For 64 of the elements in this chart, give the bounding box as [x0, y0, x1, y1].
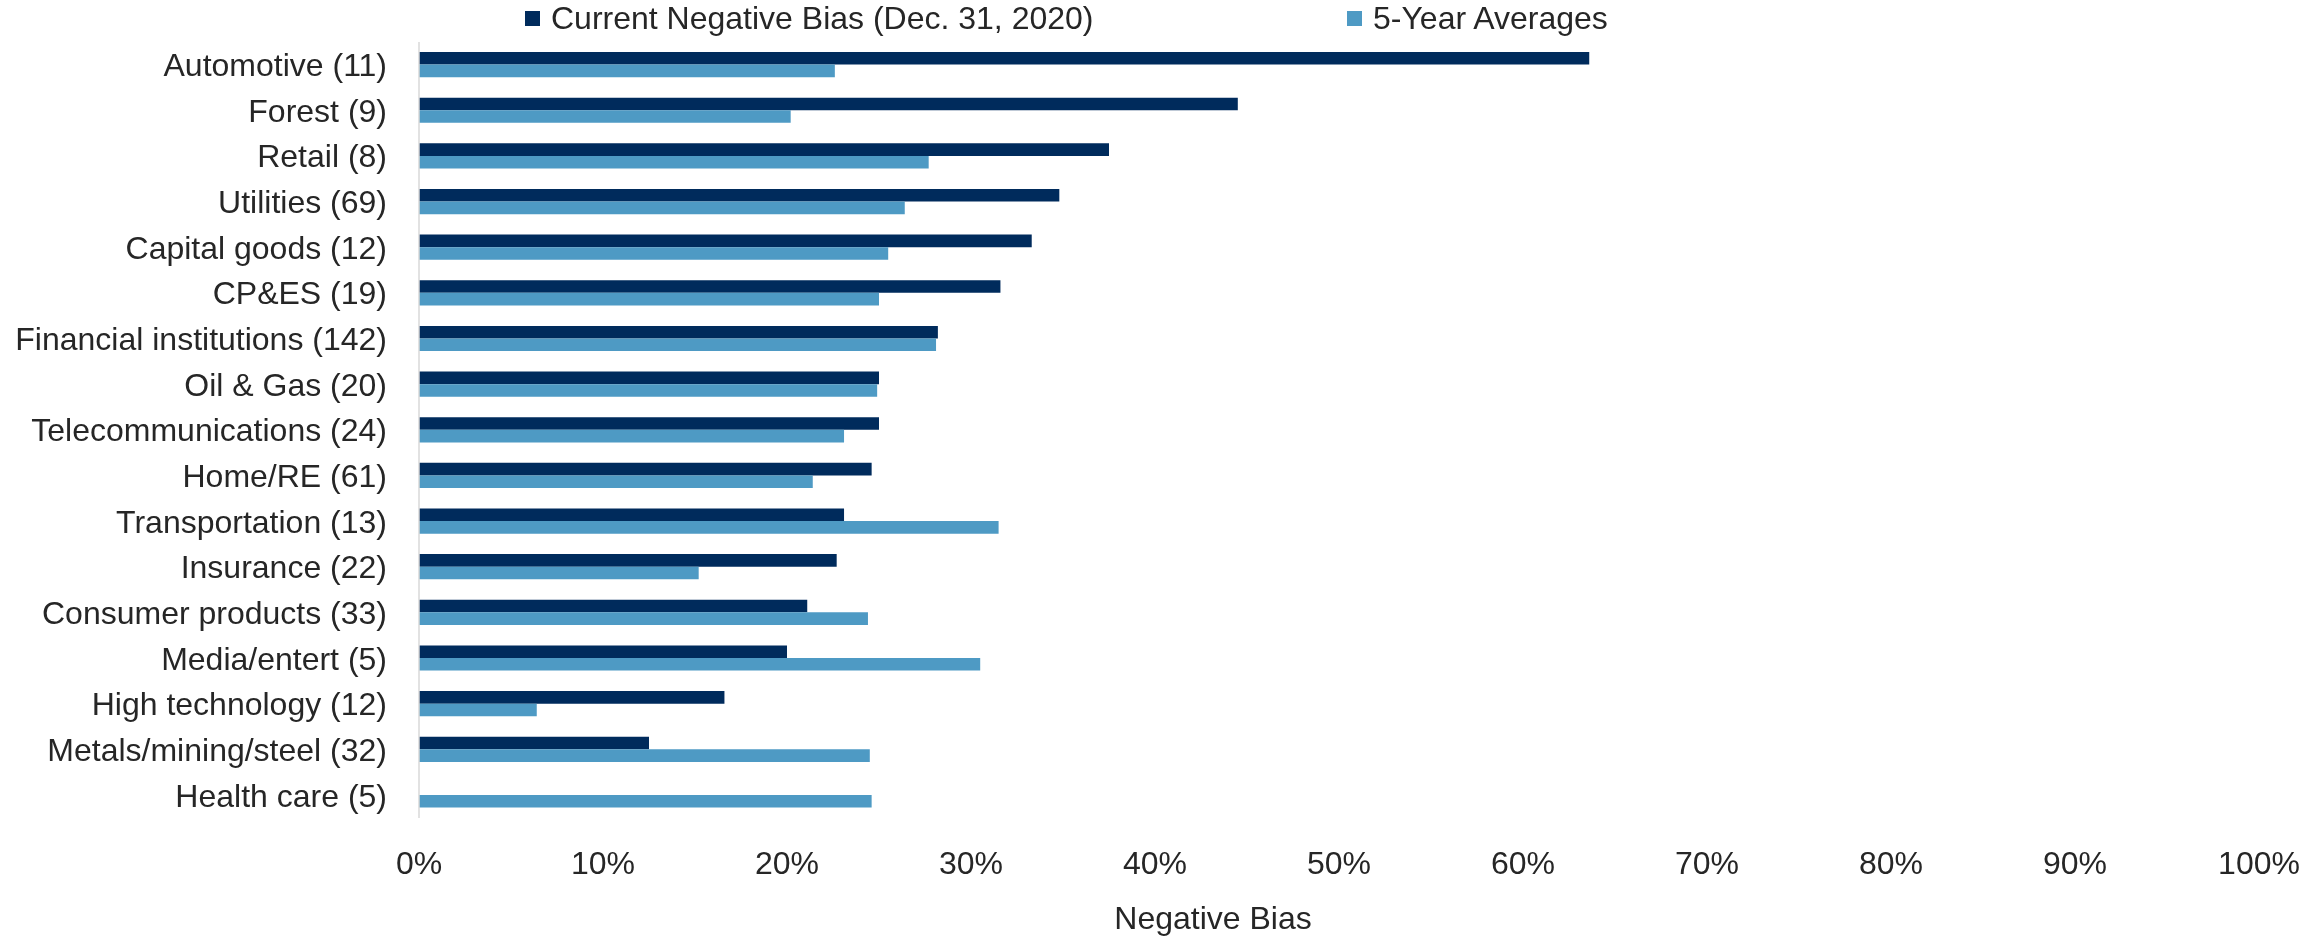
bar	[419, 429, 845, 443]
bar	[419, 97, 1238, 111]
bar	[419, 155, 929, 169]
x-tick-label: 50%	[1306, 844, 1372, 881]
y-tick-label: Consumer products (33)	[41, 594, 387, 631]
bar	[419, 612, 868, 625]
bar	[419, 143, 1109, 156]
y-tick-label: Home/RE (61)	[182, 458, 387, 495]
bar	[419, 247, 889, 260]
bar	[419, 691, 725, 704]
bar	[419, 384, 878, 397]
y-tick-label: Oil & Gas (20)	[184, 366, 387, 403]
bar	[419, 736, 649, 750]
x-tick-label: 40%	[1122, 844, 1188, 881]
bar	[419, 475, 813, 489]
legend-label: 5-Year Averages	[1373, 0, 1608, 36]
legend-label: Current Negative Bias (Dec. 31, 2020)	[551, 0, 1094, 36]
x-tick-label: 30%	[938, 844, 1004, 881]
bar	[419, 64, 835, 78]
bar	[419, 658, 981, 671]
bar	[419, 566, 699, 580]
y-tick-label: Automotive (11)	[163, 47, 387, 84]
x-tick-label: 0%	[395, 844, 443, 881]
bar	[419, 325, 938, 339]
bar	[419, 645, 787, 659]
x-tick-label: 90%	[2042, 844, 2108, 881]
y-tick-label: Retail (8)	[257, 138, 387, 175]
x-axis-title: Negative Bias	[1114, 900, 1312, 936]
bar	[419, 703, 537, 717]
bar	[419, 338, 937, 352]
y-tick-label: High technology (12)	[91, 686, 387, 723]
bar	[419, 794, 872, 808]
bar	[419, 292, 879, 306]
y-tick-label: Forest (9)	[248, 92, 387, 129]
y-tick-label: Capital goods (12)	[125, 229, 387, 266]
bar	[419, 371, 879, 385]
x-tick-label: 20%	[754, 844, 820, 881]
y-tick-label: Insurance (22)	[180, 549, 387, 586]
bar	[419, 52, 1590, 65]
y-tick-label: Financial institutions (142)	[15, 321, 387, 358]
bar	[419, 188, 1060, 202]
bar	[419, 521, 999, 534]
x-tick-label: 100%	[2218, 844, 2300, 881]
bar	[419, 201, 905, 215]
bar	[419, 749, 870, 762]
x-tick-label: 70%	[1674, 844, 1740, 881]
x-tick-label: 60%	[1490, 844, 1556, 881]
bar	[419, 417, 879, 430]
y-tick-label: Transportation (13)	[116, 503, 387, 540]
y-tick-label: Utilities (69)	[218, 184, 387, 221]
y-tick-label: CP&ES (19)	[212, 275, 387, 312]
bar	[419, 554, 837, 567]
y-tick-label: Metals/mining/steel (32)	[47, 731, 387, 768]
x-tick-label: 80%	[1858, 844, 1924, 881]
y-tick-label: Media/entert (5)	[161, 640, 387, 677]
bar	[419, 462, 872, 476]
bar	[419, 110, 791, 123]
y-tick-label: Health care (5)	[175, 777, 387, 814]
bar	[419, 508, 845, 522]
bar	[419, 599, 808, 613]
y-tick-label: Telecommunications (24)	[31, 412, 387, 449]
bar	[419, 234, 1032, 248]
bar	[419, 280, 1001, 293]
x-tick-label: 10%	[570, 844, 636, 881]
